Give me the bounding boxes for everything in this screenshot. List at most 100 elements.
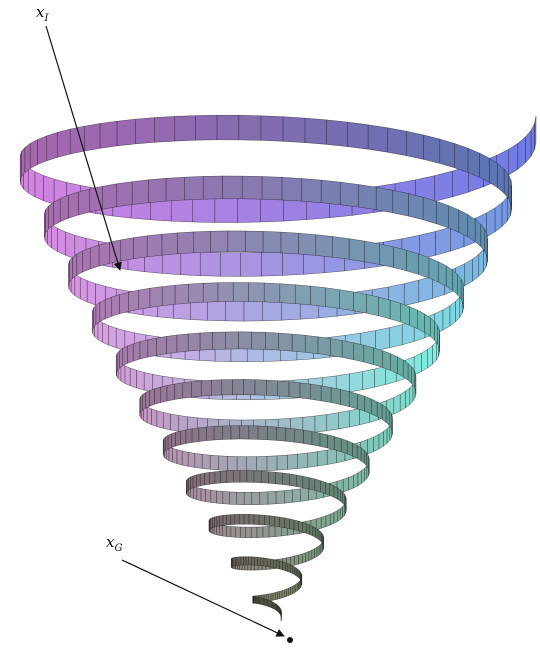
ribbon-segment (517, 136, 526, 170)
ribbon-segment (342, 491, 345, 506)
ribbon-segment (353, 342, 364, 363)
ribbon-segment (257, 557, 261, 566)
ribbon-segment (276, 454, 288, 471)
ribbon-segment (273, 559, 277, 569)
ribbon-segment (98, 242, 110, 267)
ribbon-segment (212, 331, 226, 350)
ribbon-segment (364, 449, 367, 467)
ribbon-segment (230, 514, 235, 525)
ribbon-segment (265, 599, 268, 607)
ribbon-segment (341, 438, 348, 455)
ribbon-segment (203, 282, 219, 303)
ribbon-segment (43, 175, 55, 205)
ribbon-segment (119, 291, 129, 314)
ribbon-segment (282, 250, 304, 276)
ribbon-segment (263, 598, 265, 606)
ribbon-segment (428, 257, 439, 283)
ribbon-segment (233, 470, 241, 483)
goal-point (287, 637, 293, 643)
ribbon-segment (501, 196, 508, 227)
ribbon-segment (236, 456, 247, 472)
ribbon-segment (282, 116, 306, 143)
ribbon-segment (460, 278, 464, 304)
ribbon-segment (233, 557, 236, 567)
ribbon-segment (222, 425, 232, 440)
ribbon-segment (292, 488, 301, 503)
ribbon-segment (457, 273, 462, 300)
ribbon-segment (256, 526, 264, 538)
ribbon-segment (57, 128, 71, 158)
ribbon-segment (172, 447, 178, 464)
ribbon-segment (275, 490, 285, 504)
ribbon-segment (297, 452, 308, 469)
ribbon-segment (187, 451, 195, 468)
ribbon-segment (418, 276, 433, 303)
ribbon-segment (264, 282, 280, 303)
ribbon-segment (281, 177, 302, 202)
ribbon-segment (259, 597, 261, 605)
ribbon-segment (191, 380, 202, 398)
ribbon-segment (233, 282, 249, 302)
ribbon-segment (182, 381, 192, 399)
ribbon-segment (497, 163, 505, 194)
ribbon-segment (294, 584, 296, 594)
ribbon-segment (220, 252, 241, 277)
ribbon-segment (356, 444, 362, 462)
ribbon-segment (325, 513, 331, 527)
ribbon-segment (508, 142, 519, 176)
ribbon-segment (348, 238, 365, 263)
ribbon-segment (209, 471, 216, 485)
ribbon-segment (389, 299, 401, 323)
ribbon-segment (340, 389, 350, 407)
ribbon-segment (448, 205, 459, 233)
ribbon-segment (271, 601, 273, 609)
ribbon-segment (288, 587, 291, 596)
ribbon-segment (294, 566, 297, 577)
ribbon-segment (339, 289, 354, 311)
ribbon-segment (188, 332, 201, 352)
ribbon-segment (176, 333, 189, 353)
ribbon-segment (60, 194, 69, 222)
ribbon-segment (76, 250, 83, 276)
ribbon-segment (290, 555, 295, 567)
ribbon-segment (156, 410, 164, 429)
ribbon-segment (216, 490, 223, 504)
ribbon-segment (227, 456, 238, 471)
ribbon-segment (248, 282, 265, 303)
ribbon-segment (279, 590, 283, 599)
ribbon-segment (282, 561, 286, 571)
ribbon-segment (417, 309, 425, 333)
ribbon-segment (115, 327, 125, 351)
ribbon-segment (327, 434, 335, 451)
ribbon-segment (295, 582, 298, 593)
ribbon-segment (308, 477, 315, 491)
ribbon-segment (147, 337, 157, 358)
ribbon-segment (287, 563, 291, 573)
ribbon-segment (251, 331, 266, 350)
ribbon-segment (222, 514, 227, 526)
ribbon-segment (235, 556, 238, 566)
ribbon-segment (261, 176, 283, 201)
ribbon-segment (21, 146, 26, 177)
ribbon-segment (344, 493, 346, 508)
ribbon-segment (478, 248, 484, 277)
ribbon-segment (129, 367, 137, 389)
ribbon-segment (86, 280, 96, 306)
ribbon-segment (213, 425, 223, 441)
ribbon-segment (72, 253, 77, 279)
ribbon-segment (174, 115, 196, 142)
ribbon-segment (243, 556, 247, 566)
ribbon-segment (168, 446, 173, 463)
ribbon-segment (467, 214, 476, 242)
ribbon-segment (180, 251, 201, 276)
ribbon-segment (201, 454, 211, 470)
ribbon-segment (214, 196, 238, 223)
ribbon-segment (333, 485, 338, 500)
ribbon-segment (285, 562, 288, 572)
ribbon-segment (151, 408, 157, 427)
ribbon-segment (214, 516, 218, 528)
ribbon-segment (378, 431, 384, 450)
ribbon-segment (405, 387, 410, 409)
ribbon-segment (209, 455, 219, 471)
ribbon-segment (397, 356, 404, 377)
